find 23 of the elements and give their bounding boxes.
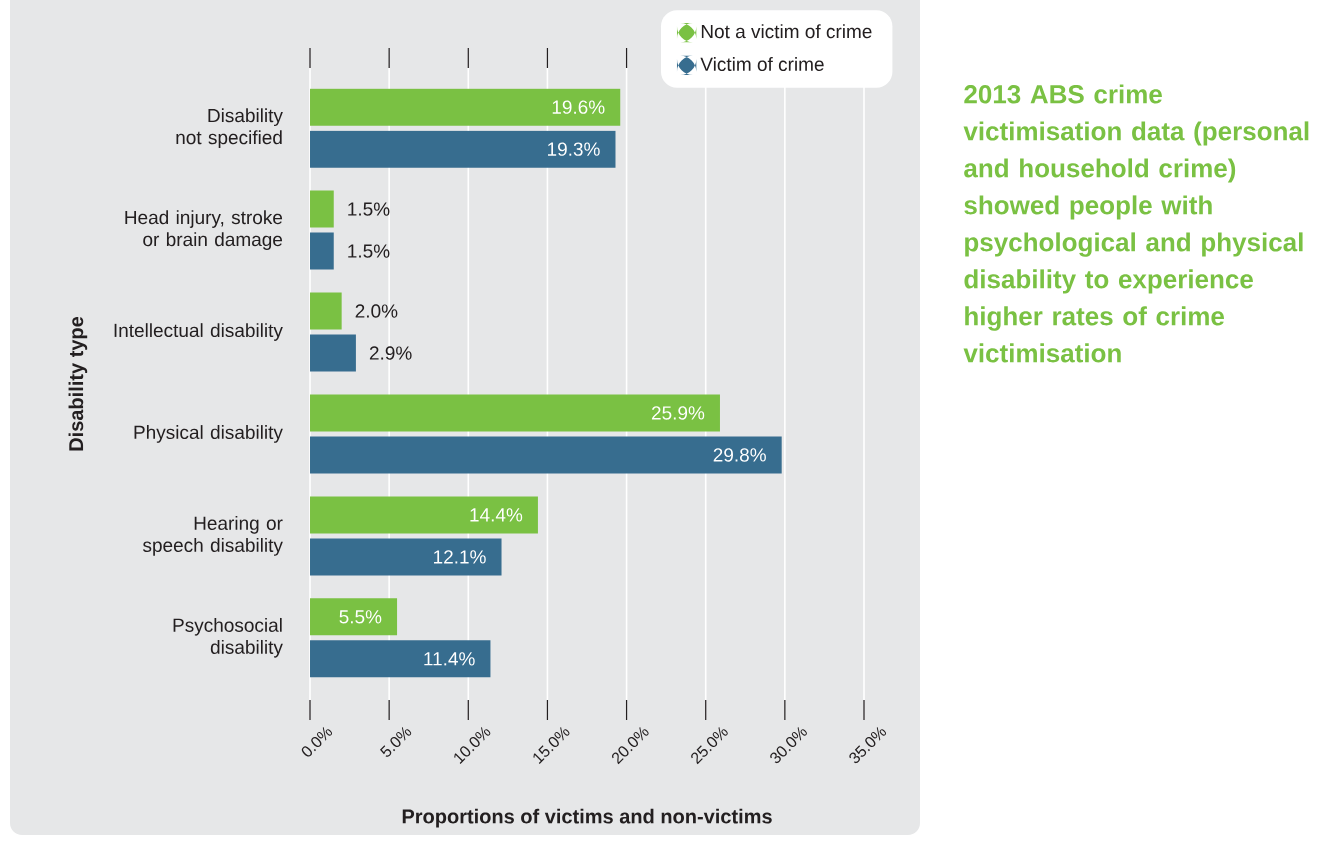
data-label: 11.4% bbox=[424, 652, 475, 666]
data-label: 14.4% bbox=[470, 508, 523, 522]
y-tick-label: Physical disability bbox=[134, 425, 283, 443]
text: 2013 ABS crime victimisation data (personal and household crime) showed people with psychological and physical disability to experience higher rates of crime victimisation bbox=[963, 84, 1309, 363]
text: Victim of crime bbox=[700, 57, 824, 71]
data-label: 5.5% bbox=[339, 610, 382, 624]
data-label: 12.1% bbox=[434, 550, 486, 564]
data-label: 1.5% bbox=[348, 202, 390, 216]
y-tick-label: Intellectual disability bbox=[114, 323, 283, 341]
y-tick-label: Disability not specified bbox=[176, 108, 283, 149]
y-tick-label: Head injury, stroke or brain damage bbox=[125, 210, 283, 250]
data-label: 19.6% bbox=[552, 100, 605, 114]
data-label: 29.8% bbox=[713, 448, 766, 462]
data-label: 25.9% bbox=[651, 406, 705, 420]
data-label: 2.0% bbox=[355, 304, 398, 318]
data-label: 19.3% bbox=[548, 142, 600, 156]
data-label: 2.9% bbox=[369, 346, 412, 360]
y-tick-label: Hearing or speech disability bbox=[143, 516, 283, 556]
y-axis-title: Disability type bbox=[68, 316, 88, 451]
x-axis-title: Proportions of victims and non-victims bbox=[402, 808, 772, 828]
data-label: 1.5% bbox=[348, 244, 390, 258]
y-tick-label: Psychosocial disability bbox=[173, 617, 283, 658]
legend-label: Not a victim of crime bbox=[701, 24, 872, 39]
